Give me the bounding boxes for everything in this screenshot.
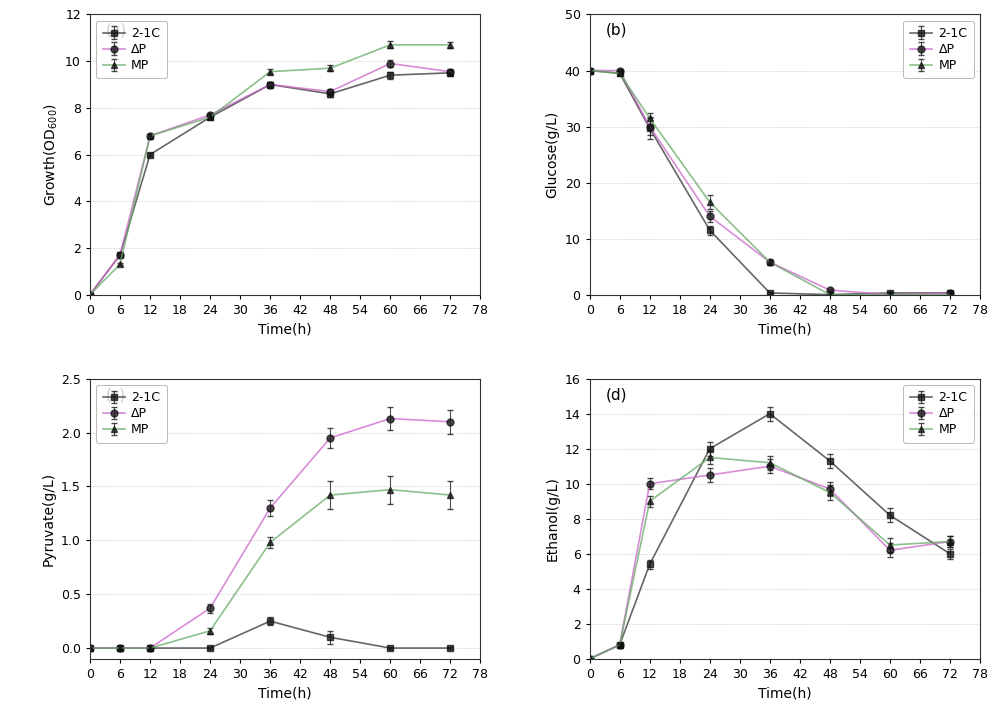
X-axis label: Time(h): Time(h) xyxy=(258,322,312,336)
Text: (c): (c) xyxy=(106,387,126,402)
Legend: 2-1C, ΔP, MP: 2-1C, ΔP, MP xyxy=(903,385,974,442)
Legend: 2-1C, ΔP, MP: 2-1C, ΔP, MP xyxy=(96,21,166,78)
Y-axis label: Ethanol(g/L): Ethanol(g/L) xyxy=(545,476,559,561)
X-axis label: Time(h): Time(h) xyxy=(758,322,812,336)
Legend: 2-1C, ΔP, MP: 2-1C, ΔP, MP xyxy=(903,21,974,78)
X-axis label: Time(h): Time(h) xyxy=(758,686,812,700)
Y-axis label: Pyruvate(g/L): Pyruvate(g/L) xyxy=(41,472,55,566)
Legend: 2-1C, ΔP, MP: 2-1C, ΔP, MP xyxy=(96,385,166,442)
Y-axis label: Glucose(g/L): Glucose(g/L) xyxy=(545,111,559,198)
Text: (a): (a) xyxy=(106,23,127,38)
Y-axis label: Growth(OD$_{600}$): Growth(OD$_{600}$) xyxy=(42,103,60,206)
Text: (d): (d) xyxy=(605,387,627,402)
X-axis label: Time(h): Time(h) xyxy=(258,686,312,700)
Text: (b): (b) xyxy=(605,23,627,38)
